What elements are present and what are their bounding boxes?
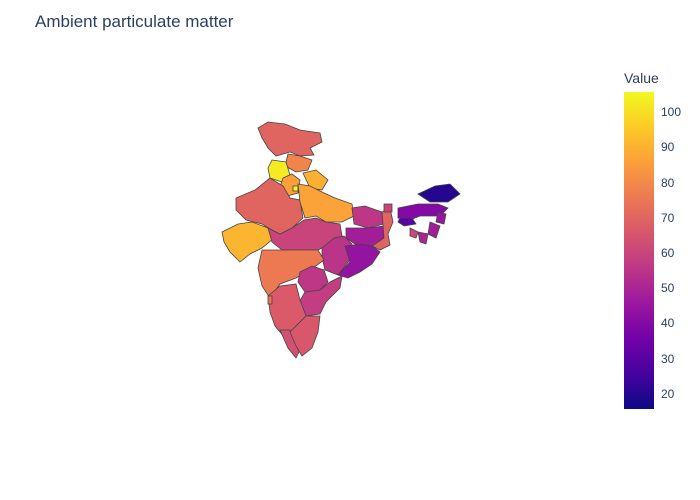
region-gujarat[interactable]: Gujarat: 91 (221, 221, 275, 263)
region-mizoram[interactable]: Mizoram: 50 (417, 231, 429, 245)
region-tripura[interactable]: Tripura: 62 (409, 227, 419, 239)
region-goa[interactable]: Goa: 74 (267, 295, 273, 305)
region-himachal-pradesh[interactable]: Himachal Pradesh: 79 (284, 153, 313, 173)
region-west-bengal[interactable]: West Bengal: 70 (371, 207, 394, 251)
colorbar-tick-label: 20 (661, 386, 675, 401)
region-sikkim[interactable]: Sikkim: 60 (383, 203, 393, 213)
colorbar-title: Value (624, 70, 659, 86)
colorbar-tick-label: 60 (661, 246, 675, 261)
region-jammu-and-kashmir[interactable]: Jammu and Kashmir: 70 (257, 121, 323, 157)
region-nagaland[interactable]: Nagaland: 45 (435, 211, 447, 225)
region-tamil-nadu[interactable]: Tamil Nadu: 66 (289, 315, 321, 357)
colorbar-tick-label: 30 (661, 351, 675, 366)
colorbar-gradient (624, 92, 654, 409)
region-arunachal-pradesh[interactable]: Arunachal Pradesh: 20 (417, 183, 461, 203)
region-kerala[interactable]: Kerala: 64 (279, 329, 301, 359)
region-bihar[interactable]: Bihar: 56 (351, 205, 385, 229)
colorbar-tick-label: 100 (661, 105, 682, 120)
region-odisha[interactable]: Odisha: 44 (337, 243, 381, 279)
region-meghalaya[interactable]: Meghalaya: 30 (397, 217, 417, 227)
region-layer: Jammu and Kashmir: 70Himachal Pradesh: 7… (221, 121, 461, 359)
colorbar-tick-label: 50 (661, 281, 675, 296)
region-uttar-pradesh[interactable]: Uttar Pradesh: 87 (297, 183, 355, 223)
page-title: Ambient particulate matter (35, 12, 234, 31)
colorbar-tick-label: 90 (661, 140, 675, 155)
region-delhi[interactable]: Delhi: 106 (292, 185, 299, 192)
region-manipur[interactable]: Manipur: 48 (427, 221, 441, 239)
colorbar-tick-label: 70 (661, 210, 675, 225)
colorbar-tick-label: 40 (661, 316, 675, 331)
region-telangana[interactable]: Telangana: 56 (297, 265, 329, 293)
colorbar-tick-label: 80 (661, 175, 675, 190)
